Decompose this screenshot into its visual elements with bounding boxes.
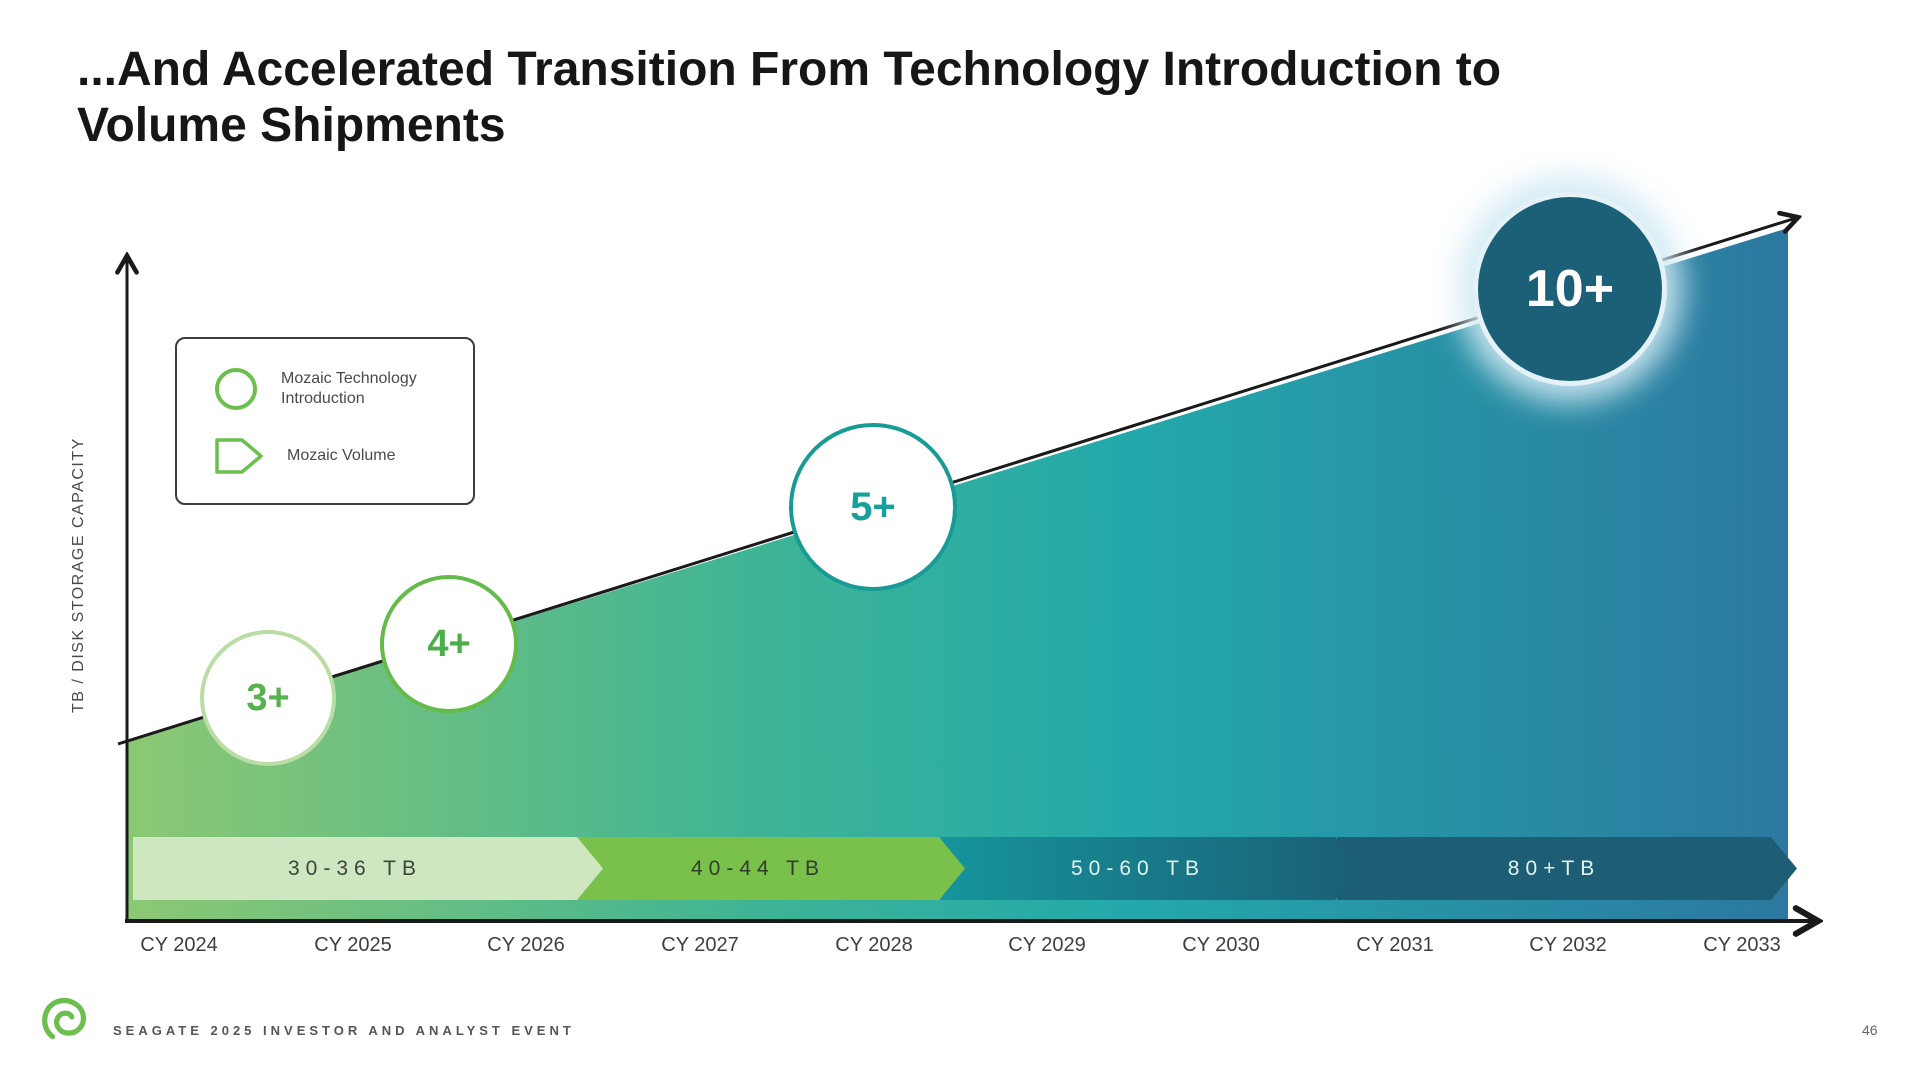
x-axis-label-cy2030: CY 2030 xyxy=(1182,934,1260,956)
legend-item-volume: Mozaic Volume xyxy=(215,438,473,475)
x-axis-label-cy2029: CY 2029 xyxy=(1008,934,1086,956)
x-axis-label-cy2032: CY 2032 xyxy=(1529,934,1607,956)
page-title: ...And Accelerated Transition From Techn… xyxy=(77,42,1501,153)
milestone-value: 5+ xyxy=(850,484,896,529)
x-axis-label-cy2033: CY 2033 xyxy=(1703,934,1781,956)
volume-band-label: 40-44 TB xyxy=(691,856,825,880)
x-axis-label-cy2025: CY 2025 xyxy=(314,934,392,956)
milestone-value: 4+ xyxy=(427,622,471,665)
volume-band-80plus-tb: 80+TB xyxy=(1337,837,1797,900)
x-axis-label-cy2027: CY 2027 xyxy=(661,934,739,956)
page-number: 46 xyxy=(1862,1022,1878,1038)
x-axis-label-cy2031: CY 2031 xyxy=(1356,934,1434,956)
milestone-value: 10+ xyxy=(1525,260,1615,318)
milestone-value: 3+ xyxy=(246,676,290,719)
volume-band-30-36tb: 30-36 TB xyxy=(133,837,603,900)
seagate-logo xyxy=(42,998,86,1040)
x-axis-label-cy2024: CY 2024 xyxy=(140,934,218,956)
legend-item-technology-introduction: Mozaic Technology Introduction xyxy=(215,367,473,410)
page-title-line1: ...And Accelerated Transition From Techn… xyxy=(77,43,1502,96)
milestone-circle-3plus: 3+ xyxy=(200,630,336,766)
footer-event-text: SEAGATE 2025 INVESTOR AND ANALYST EVENT xyxy=(113,1023,575,1038)
legend: Mozaic Technology Introduction Mozaic Vo… xyxy=(175,337,475,505)
technology-introduction-circle-icon xyxy=(215,367,257,410)
capacity-area-fill xyxy=(127,228,1788,919)
milestone-circle-4plus: 4+ xyxy=(380,575,518,713)
milestone-circle-5plus: 5+ xyxy=(789,423,957,591)
legend-label: Mozaic Volume xyxy=(287,447,396,465)
volume-band-40-44tb: 40-44 TB xyxy=(577,837,965,900)
volume-band-label: 80+TB xyxy=(1507,856,1601,880)
volume-band-label: 30-36 TB xyxy=(288,856,422,880)
x-axis-label-cy2028: CY 2028 xyxy=(835,934,913,956)
milestone-circle-10plus: 10+ xyxy=(1473,192,1667,386)
volume-arrow-icon xyxy=(215,438,263,475)
y-axis-label: TB / DISK STORAGE CAPACITY xyxy=(70,437,87,713)
volume-band-label: 50-60 TB xyxy=(1071,856,1205,880)
volume-band-50-60tb: 50-60 TB xyxy=(941,837,1361,900)
page-title-line2: Volume Shipments xyxy=(77,98,506,152)
legend-label: Mozaic Technology Introduction xyxy=(281,369,417,407)
x-axis-label-cy2026: CY 2026 xyxy=(487,934,565,956)
